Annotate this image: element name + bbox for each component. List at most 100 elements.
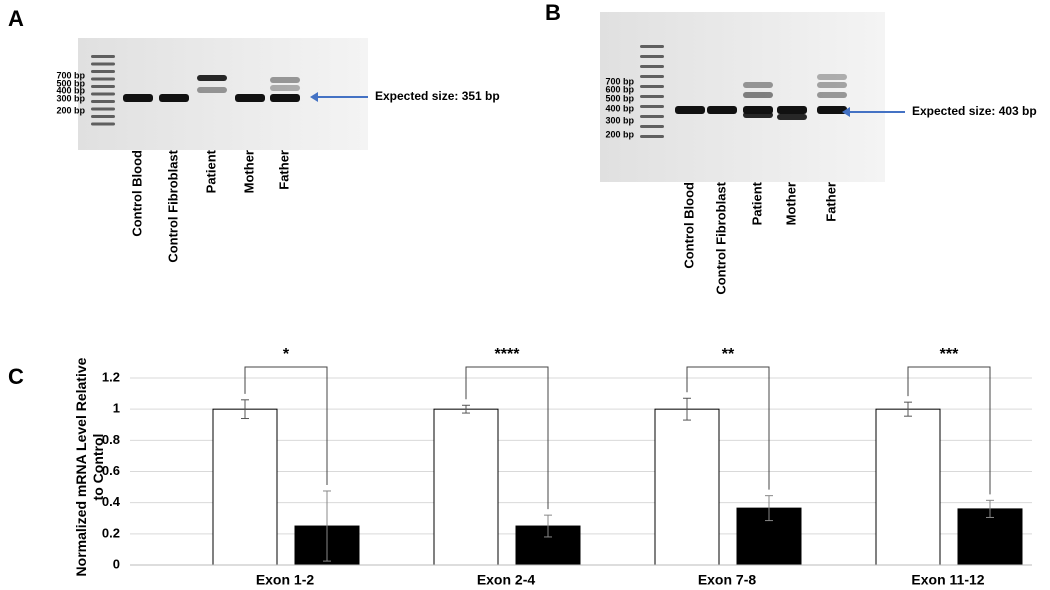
gel-band (270, 77, 300, 83)
x-tick-label: Exon 2-4 (477, 572, 536, 588)
gel-band (270, 94, 300, 102)
marker-label: 500 bp (605, 93, 634, 103)
marker-label: 400 bp (56, 85, 85, 95)
ladder-band (640, 125, 664, 128)
gel-band (707, 106, 737, 114)
lane-label: Mother (783, 182, 798, 225)
significance-label: **** (495, 346, 521, 363)
error-bar (683, 397, 691, 421)
ladder-band (640, 65, 664, 68)
bar (212, 408, 278, 566)
ladder-band (640, 55, 664, 58)
arrow-head (310, 92, 318, 102)
error-bar (323, 490, 331, 562)
gel-band (743, 92, 773, 98)
gel-band (817, 82, 847, 88)
panel-label: C (8, 364, 24, 389)
gel-band (817, 92, 847, 98)
lane-label: Father (276, 150, 291, 190)
ladder-band (91, 77, 115, 81)
bar (433, 408, 499, 566)
gel-band (197, 87, 227, 93)
marker-label: 500 bp (56, 78, 85, 88)
lane-label: Mother (241, 150, 256, 193)
significance-bracket (686, 366, 770, 490)
significance-bracket (465, 366, 549, 510)
marker-label: 700 bp (605, 76, 634, 86)
ladder-band (640, 85, 664, 88)
significance-bracket (907, 366, 991, 495)
error-bar (765, 495, 773, 522)
x-tick-label: Exon 11-12 (911, 572, 984, 588)
lane-label: Patient (749, 181, 764, 225)
x-tick-label: Exon 1-2 (256, 572, 315, 588)
ladder-band (640, 75, 664, 78)
error-bar (544, 514, 552, 538)
ladder-band (91, 55, 115, 58)
gel-band (235, 94, 265, 102)
gel-band (777, 106, 807, 114)
significance-label: * (283, 346, 290, 363)
y-tick-label: 0.6 (102, 463, 120, 478)
gel-band (743, 112, 773, 118)
annotation: Expected size: 351 bp (375, 89, 500, 103)
marker-label: 200 bp (605, 129, 634, 139)
gel-band (123, 94, 153, 102)
ladder-band (91, 92, 115, 96)
lane-label: Patient (203, 149, 218, 193)
gel-band (675, 106, 705, 114)
y-tick-label: 0 (113, 556, 120, 571)
ladder-band (640, 95, 664, 98)
gel-band (817, 106, 847, 114)
ladder-band (640, 135, 664, 138)
bar (654, 408, 720, 566)
ladder-band (640, 45, 664, 48)
gel-band (743, 82, 773, 88)
y-tick-label: 0.4 (102, 494, 121, 509)
ladder-band (91, 107, 115, 111)
gel-band (270, 85, 300, 91)
lane-label: Control Fibroblast (713, 181, 728, 294)
ladder-band (91, 100, 115, 103)
arrow-head (842, 107, 850, 117)
annotation: Expected size: 403 bp (912, 104, 1037, 118)
y-axis-label: Normalized mRNA Level Relative to Contro… (73, 357, 106, 577)
marker-label: 200 bp (56, 105, 85, 115)
marker-label: 700 bp (56, 70, 85, 80)
significance-label: ** (722, 346, 735, 363)
significance-bracket (244, 366, 328, 485)
bar (875, 408, 941, 566)
lane-label: Control Fibroblast (165, 149, 180, 262)
gel-band (817, 74, 847, 80)
marker-label: 600 bp (605, 84, 634, 94)
gel-band (197, 75, 227, 81)
gel-band (777, 114, 807, 120)
gel-a-image (78, 38, 368, 150)
y-tick-label: 1 (113, 401, 120, 416)
ladder-band (91, 62, 115, 66)
lane-label: Father (823, 182, 838, 222)
y-tick-label: 1.2 (102, 369, 120, 384)
ladder-band (640, 115, 664, 118)
ladder-band (640, 105, 664, 108)
error-bar (904, 401, 912, 417)
ladder-band (91, 122, 115, 126)
ladder-band (91, 70, 115, 73)
panel-label: A (8, 6, 24, 31)
marker-label: 400 bp (605, 103, 634, 113)
ladder-band (91, 115, 115, 118)
panel-label: B (545, 0, 561, 25)
error-bar (462, 404, 470, 414)
marker-label: 300 bp (605, 115, 634, 125)
y-tick-label: 0.2 (102, 525, 120, 540)
bar (957, 508, 1023, 566)
lane-label: Control Blood (129, 150, 144, 237)
y-tick-label: 0.8 (102, 432, 120, 447)
error-bar (986, 499, 994, 518)
significance-label: *** (940, 346, 959, 363)
error-bar (241, 399, 249, 420)
x-tick-label: Exon 7-8 (698, 572, 757, 588)
gel-band (159, 94, 189, 102)
